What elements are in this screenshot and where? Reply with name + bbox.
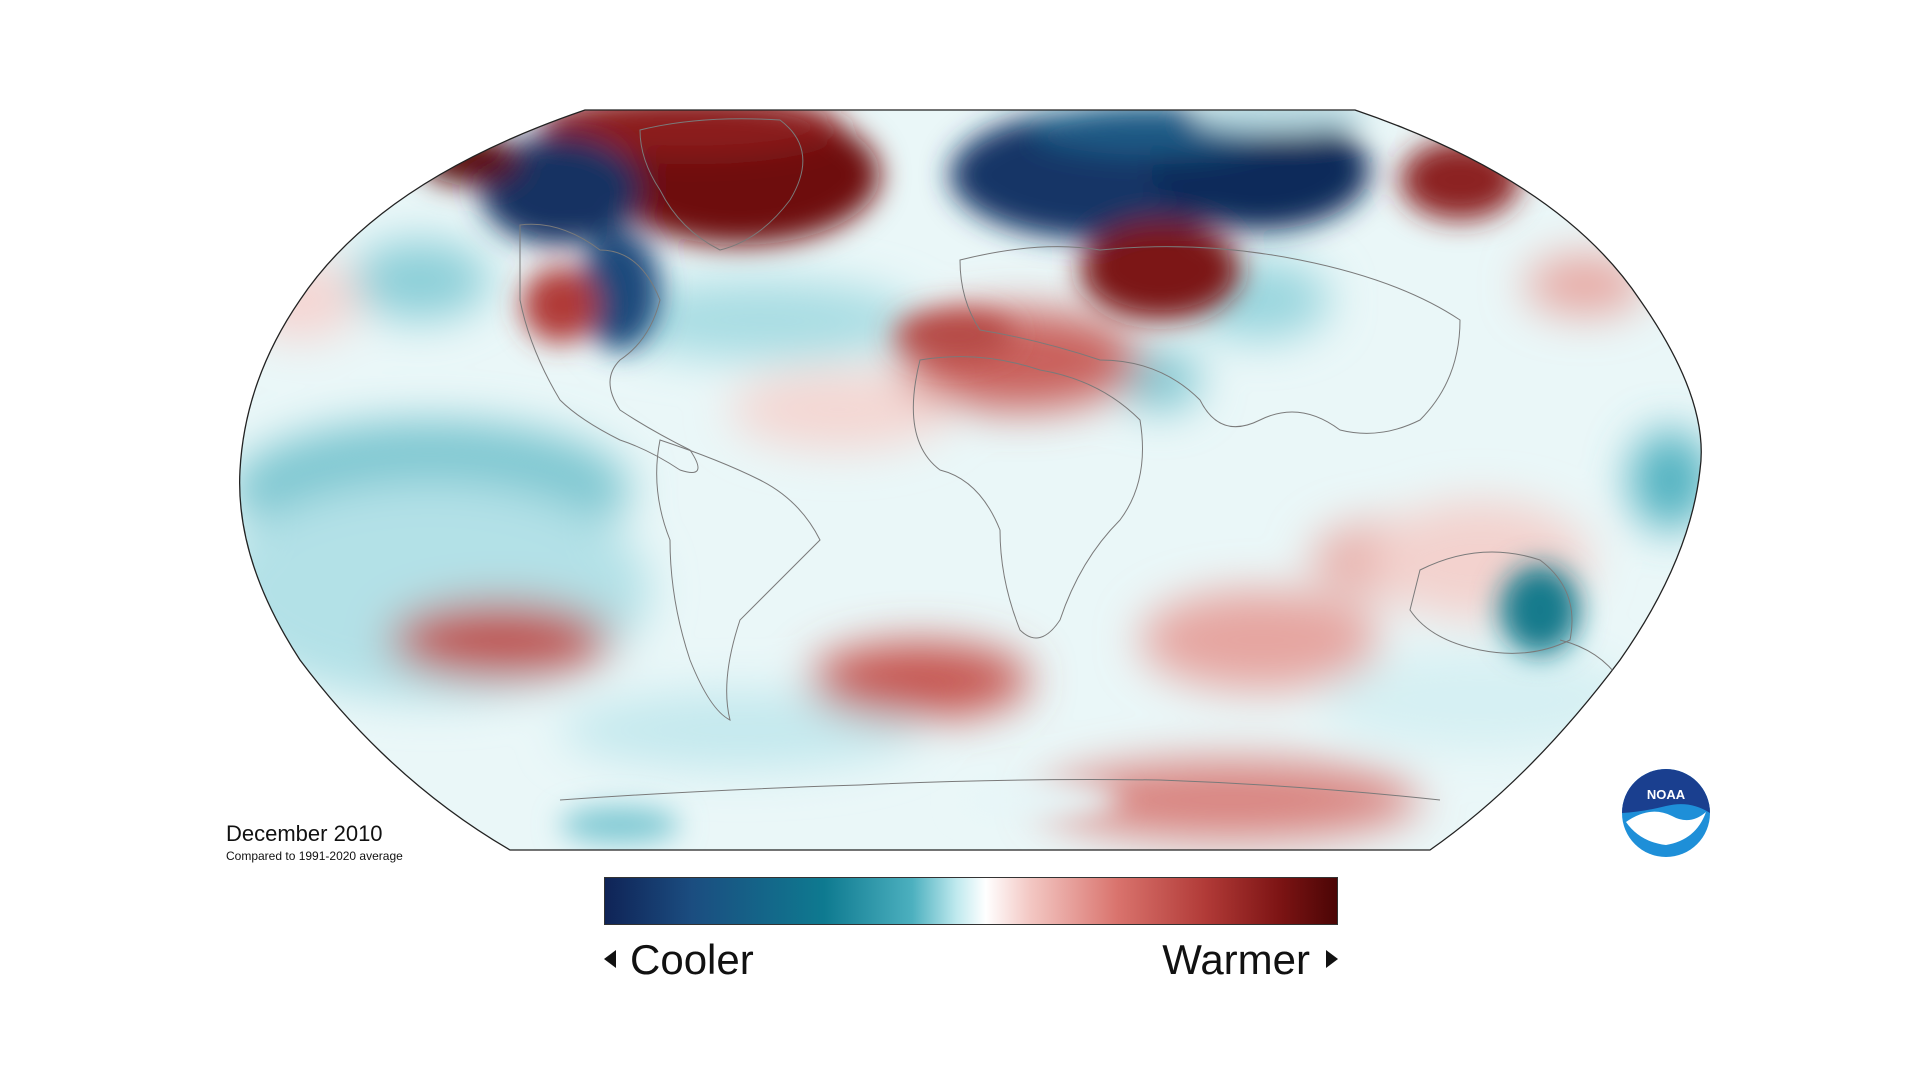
colorbar-gradient — [604, 877, 1338, 925]
warmer-label: Warmer — [1162, 934, 1338, 986]
arrow-left-icon — [604, 949, 616, 968]
warmer-text: Warmer — [1162, 936, 1310, 983]
map-date-title: December 2010 — [226, 821, 383, 846]
noaa-logo: NOAA — [1622, 769, 1710, 857]
noaa-logo-text: NOAA — [1647, 787, 1686, 802]
anomaly-field — [239, 110, 1702, 850]
projection-outline — [238, 109, 1702, 851]
coastlines — [519, 118, 1621, 801]
map-comparison-subtitle: Compared to 1991-2020 average — [226, 849, 403, 863]
arrow-right-icon — [1326, 949, 1338, 968]
cooler-text: Cooler — [630, 936, 754, 983]
colorbar-frame — [604, 877, 1338, 925]
cooler-label: Cooler — [604, 934, 754, 986]
